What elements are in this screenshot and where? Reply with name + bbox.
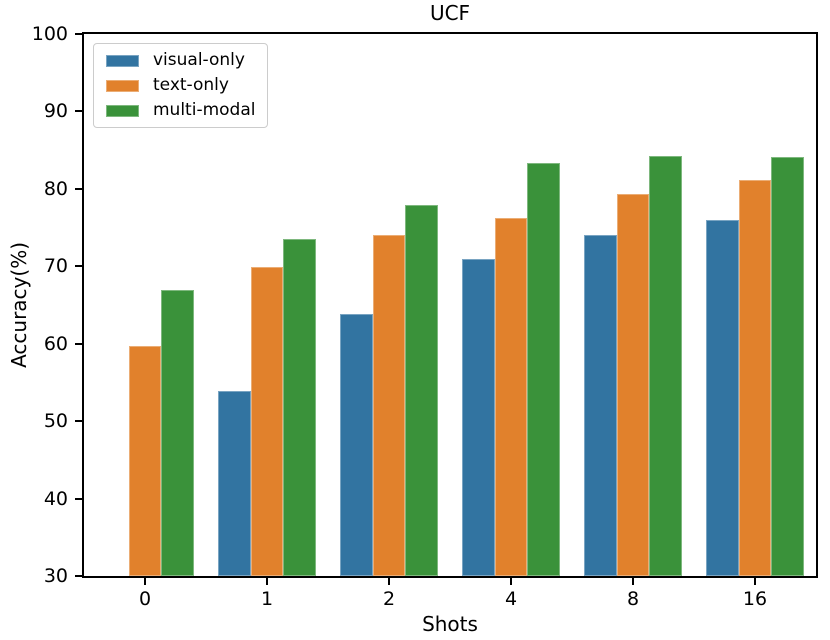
y-tick-label: 100 xyxy=(31,23,68,45)
y-tick xyxy=(75,33,82,35)
legend-label-multi-modal: multi-modal xyxy=(153,100,256,120)
bar-visual-only-1 xyxy=(218,390,251,576)
x-tick-label: 4 xyxy=(504,588,518,610)
bar-multi-modal-2 xyxy=(405,205,438,576)
x-tick-label: 0 xyxy=(138,588,152,610)
x-tick xyxy=(754,578,756,585)
y-tick-label: 50 xyxy=(43,410,68,433)
x-tick xyxy=(388,578,390,585)
x-tick xyxy=(510,578,512,585)
legend-row-multi-modal: multi-modal xyxy=(106,101,255,120)
y-tick xyxy=(75,110,82,113)
bar-visual-only-2 xyxy=(340,314,373,576)
x-tick xyxy=(144,578,146,585)
y-tick xyxy=(75,575,82,577)
x-tick-label: 8 xyxy=(626,588,640,610)
y-tick-label: 30 xyxy=(43,565,68,587)
x-tick-label: 16 xyxy=(742,588,768,610)
y-tick-label: 40 xyxy=(43,487,68,510)
y-tick xyxy=(75,342,82,345)
y-tick-label: 90 xyxy=(43,100,68,123)
x-axis-label: Shots xyxy=(422,612,478,636)
bar-visual-only-4 xyxy=(462,258,495,576)
bar-text-only-16 xyxy=(738,180,772,576)
bar-text-only-4 xyxy=(494,217,528,576)
bar-text-only-1 xyxy=(250,267,284,576)
bar-text-only-8 xyxy=(616,194,650,576)
x-tick xyxy=(632,578,634,585)
legend-swatch-multi-modal xyxy=(106,104,139,117)
y-tick xyxy=(75,265,82,268)
bar-text-only-0 xyxy=(128,346,162,576)
bar-multi-modal-16 xyxy=(771,157,804,576)
bar-multi-modal-0 xyxy=(161,289,194,576)
x-tick-label: 1 xyxy=(260,588,274,610)
bar-multi-modal-4 xyxy=(527,162,560,576)
legend-label-visual-only: visual-only xyxy=(153,50,245,70)
legend-swatch-text-only xyxy=(106,79,139,92)
legend-swatch-visual-only xyxy=(106,54,139,67)
x-tick xyxy=(266,578,268,585)
chart-title: UCF xyxy=(429,1,471,25)
bar-multi-modal-8 xyxy=(649,156,682,576)
y-tick xyxy=(75,187,82,190)
x-tick-label: 2 xyxy=(382,588,396,610)
y-tick xyxy=(75,420,82,423)
bar-text-only-2 xyxy=(372,235,406,576)
y-tick-label: 70 xyxy=(43,255,68,278)
y-tick-label: 60 xyxy=(43,332,68,355)
y-tick xyxy=(75,497,82,500)
legend-row-text-only: text-only xyxy=(106,76,255,95)
legend-row-visual-only: visual-only xyxy=(106,51,255,70)
legend-label-text-only: text-only xyxy=(153,75,229,95)
bar-multi-modal-1 xyxy=(283,239,316,576)
plot-area: visual-only text-only multi-modal 30 40 50 60… xyxy=(32,24,818,609)
bar-visual-only-8 xyxy=(584,234,617,576)
y-tick-label: 80 xyxy=(43,177,68,200)
legend: visual-only text-only multi-modal xyxy=(93,43,269,128)
bar-visual-only-16 xyxy=(706,219,739,576)
